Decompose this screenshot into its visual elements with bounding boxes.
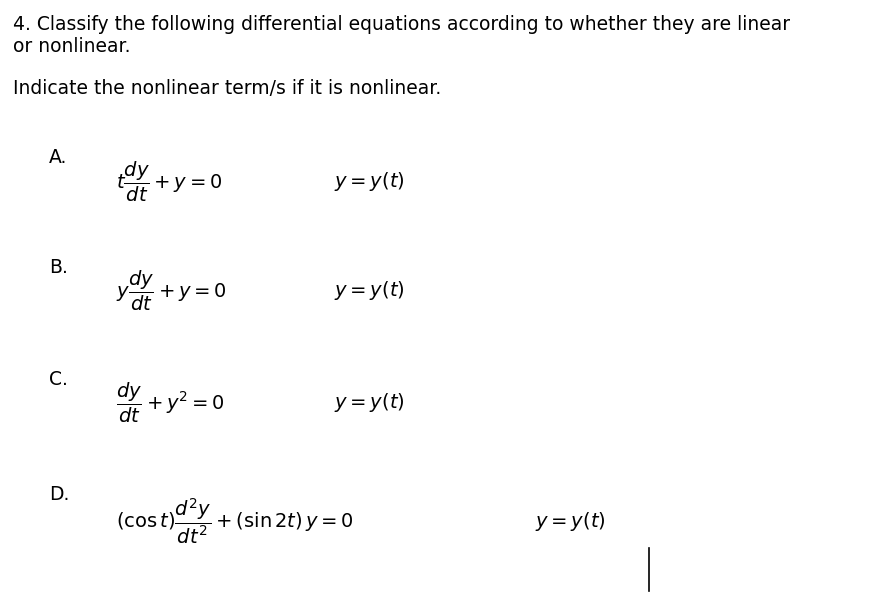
Text: $y = y(t)$: $y = y(t)$ <box>334 391 405 415</box>
Text: A.: A. <box>49 148 68 167</box>
Text: $y\dfrac{dy}{dt} + y = 0$: $y\dfrac{dy}{dt} + y = 0$ <box>116 269 227 313</box>
Text: $y = y(t)$: $y = y(t)$ <box>334 279 405 302</box>
Text: Indicate the nonlinear term/s if it is nonlinear.: Indicate the nonlinear term/s if it is n… <box>13 79 442 98</box>
Text: $\dfrac{dy}{dt} + y^{2} = 0$: $\dfrac{dy}{dt} + y^{2} = 0$ <box>116 381 225 425</box>
Text: $t\dfrac{dy}{dt} + y = 0$: $t\dfrac{dy}{dt} + y = 0$ <box>116 160 222 204</box>
Text: $y = y(t)$: $y = y(t)$ <box>535 510 606 533</box>
Text: $(\cos t)\dfrac{d^{2}y}{dt^{2}} + (\sin 2t)\,y = 0$: $(\cos t)\dfrac{d^{2}y}{dt^{2}} + (\sin … <box>116 496 354 546</box>
Text: C.: C. <box>49 370 68 388</box>
Text: $y = y(t)$: $y = y(t)$ <box>334 170 405 193</box>
Text: D.: D. <box>49 485 70 504</box>
Text: B.: B. <box>49 258 68 276</box>
Text: 4. Classify the following differential equations according to whether they are l: 4. Classify the following differential e… <box>13 15 790 56</box>
